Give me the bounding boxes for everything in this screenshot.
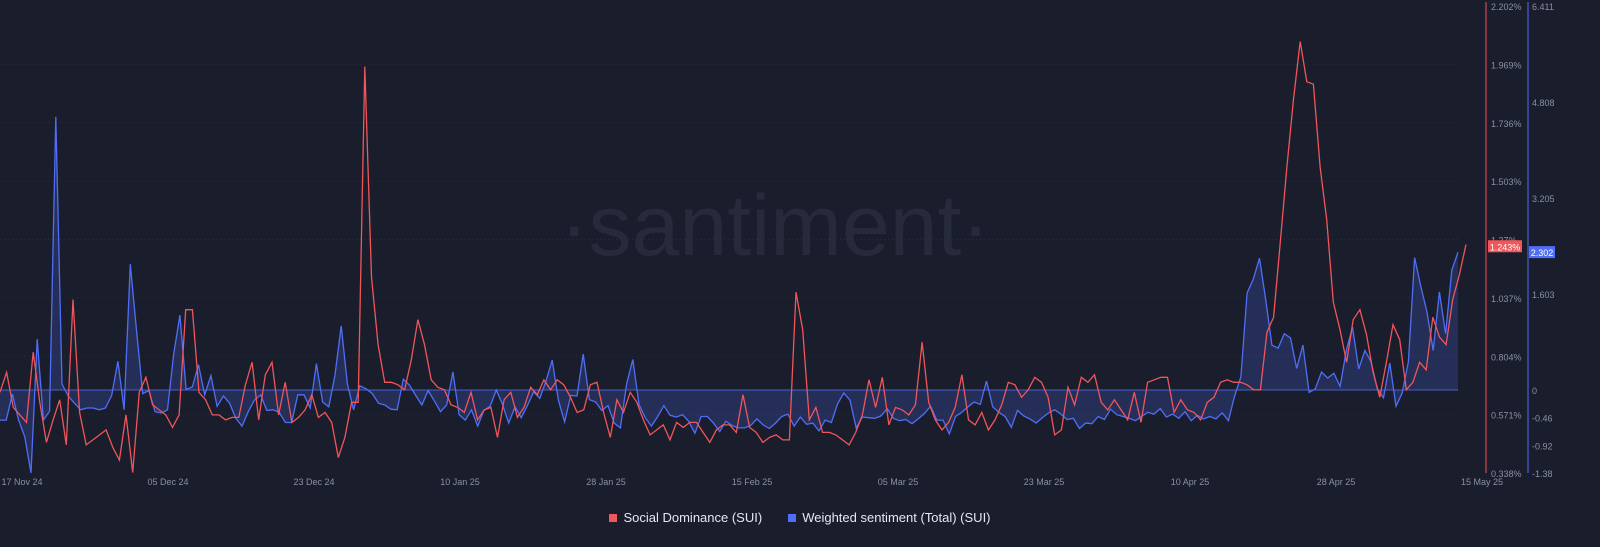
left-axis-tick-label: 0.804%	[1491, 352, 1522, 362]
x-axis-tick-label: 05 Mar 25	[878, 477, 919, 487]
left-axis-tick-label: 2.202%	[1491, 2, 1522, 12]
legend-label-weighted-sentiment: Weighted sentiment (Total) (SUI)	[802, 510, 991, 525]
social-dominance-value-label: 1.243%	[1490, 242, 1521, 252]
weighted-sentiment-line	[0, 116, 1459, 474]
x-axis-tick-label: 17 Nov 24	[1, 477, 42, 487]
weighted-sentiment-value-label: 2.302	[1531, 248, 1554, 258]
legend-swatch-weighted-sentiment	[788, 513, 797, 522]
right-axis-tick-label: -0.46	[1532, 414, 1553, 424]
x-axis-tick-label: 23 Mar 25	[1024, 477, 1065, 487]
left-axis-tick-label: 1.503%	[1491, 177, 1522, 187]
left-axis-tick-label: 0.571%	[1491, 411, 1522, 421]
right-axis-tick-label: -1.38	[1532, 469, 1553, 479]
chart-legend: Social Dominance (SUI) Weighted sentimen…	[0, 510, 1600, 525]
social-dominance-line	[0, 41, 1467, 473]
left-axis-tick-label: 1.969%	[1491, 60, 1522, 70]
x-axis-tick-label: 05 Dec 24	[147, 477, 188, 487]
legend-swatch-social-dominance	[609, 513, 618, 522]
social-dominance-value-badge	[1488, 240, 1522, 253]
right-axis-tick-label: -0.92	[1532, 441, 1553, 451]
right-axis-tick-label: 0	[1532, 386, 1537, 396]
x-axis-tick-label: 28 Apr 25	[1317, 477, 1356, 487]
watermark: ·santiment·	[560, 178, 990, 274]
weighted-sentiment-value-badge	[1529, 246, 1555, 259]
right-axis-tick-label: 6.411	[1532, 2, 1554, 12]
legend-item-weighted-sentiment[interactable]: Weighted sentiment (Total) (SUI)	[788, 510, 991, 525]
left-axis-tick-label: 1.736%	[1491, 119, 1522, 129]
x-axis-tick-label: 10 Jan 25	[440, 477, 480, 487]
x-axis-tick-label: 28 Jan 25	[586, 477, 626, 487]
legend-label-social-dominance: Social Dominance (SUI)	[623, 510, 763, 525]
x-axis-tick-label: 15 May 25	[1461, 477, 1503, 487]
left-axis-tick-label: 0.338%	[1491, 469, 1522, 479]
right-axis-tick-label: 4.808	[1532, 98, 1555, 108]
legend-item-social-dominance[interactable]: Social Dominance (SUI)	[609, 510, 762, 525]
x-axis-tick-label: 23 Dec 24	[293, 477, 334, 487]
x-axis-tick-label: 10 Apr 25	[1171, 477, 1210, 487]
left-axis-tick-label: 1.037%	[1491, 294, 1522, 304]
weighted-sentiment-area	[0, 116, 1458, 474]
right-axis-tick-label: 3.205	[1532, 194, 1555, 204]
x-axis-tick-label: 15 Feb 25	[732, 477, 773, 487]
right-axis-tick-label: 1.603	[1532, 290, 1555, 300]
